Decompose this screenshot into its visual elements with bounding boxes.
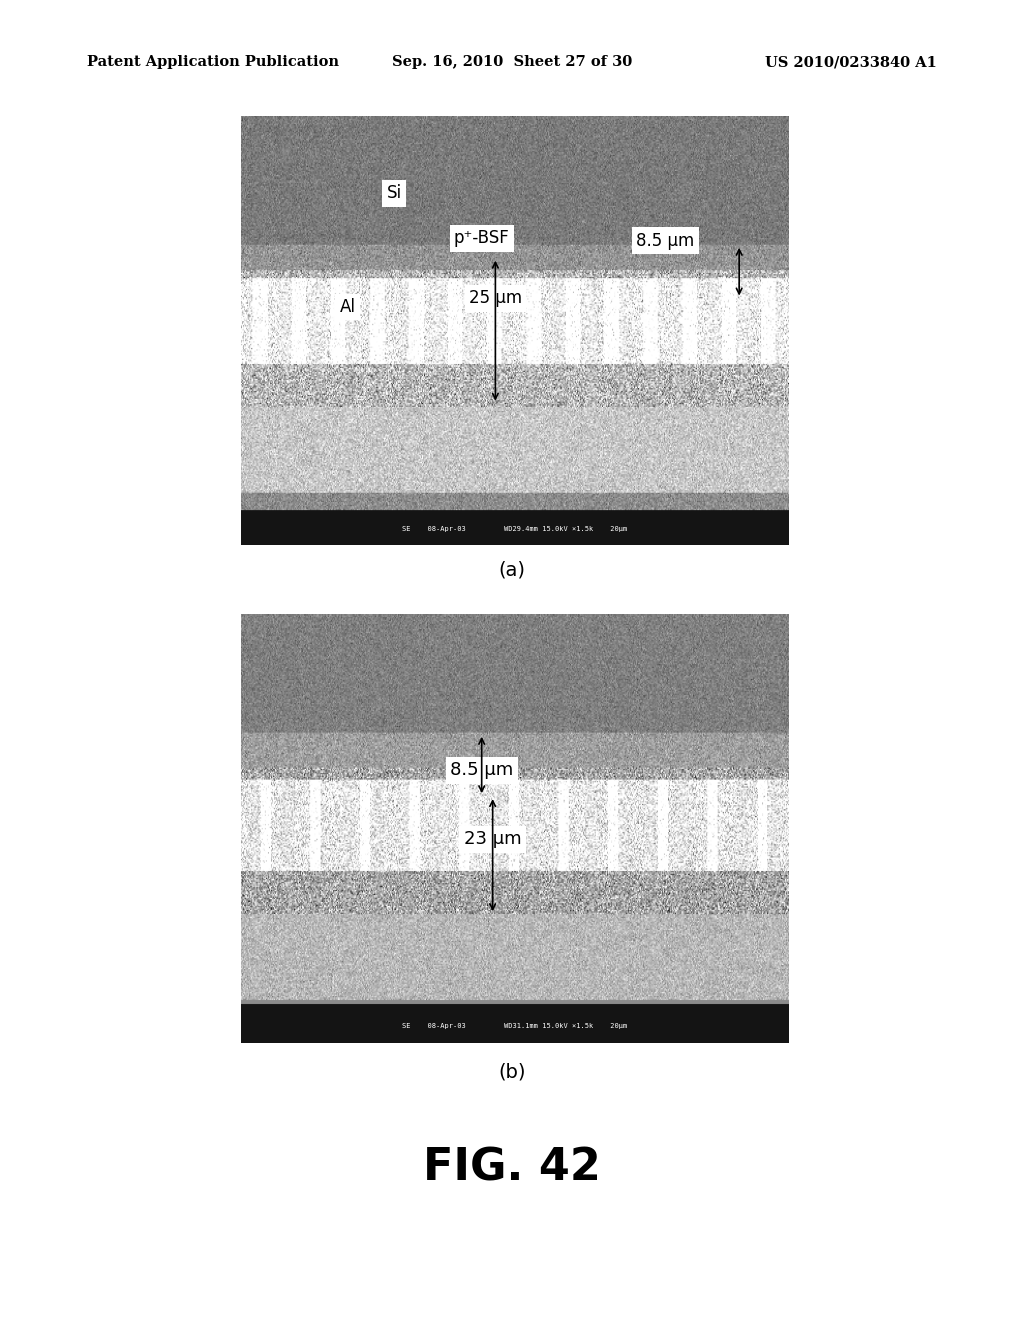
Text: 25 μm: 25 μm [469,289,522,308]
Text: US 2010/0233840 A1: US 2010/0233840 A1 [765,55,937,70]
Text: (a): (a) [499,561,525,579]
Text: p⁺-BSF: p⁺-BSF [454,230,510,247]
Text: Al: Al [340,298,355,315]
Text: Patent Application Publication: Patent Application Publication [87,55,339,70]
Text: SE    08-Apr-03         WD29.4mm 15.0kV ×1.5k    20μm: SE 08-Apr-03 WD29.4mm 15.0kV ×1.5k 20μm [402,525,627,532]
Text: Sep. 16, 2010  Sheet 27 of 30: Sep. 16, 2010 Sheet 27 of 30 [392,55,632,70]
Text: SE    08-Apr-03         WD31.1mm 15.0kV ×1.5k    20μm: SE 08-Apr-03 WD31.1mm 15.0kV ×1.5k 20μm [402,1023,627,1030]
Text: FIG. 42: FIG. 42 [423,1147,601,1189]
Text: (b): (b) [499,1063,525,1081]
Text: 23 μm: 23 μm [464,830,521,847]
Text: Si: Si [386,185,401,202]
Text: 8.5 μm: 8.5 μm [636,231,694,249]
Text: 8.5 μm: 8.5 μm [451,762,513,779]
